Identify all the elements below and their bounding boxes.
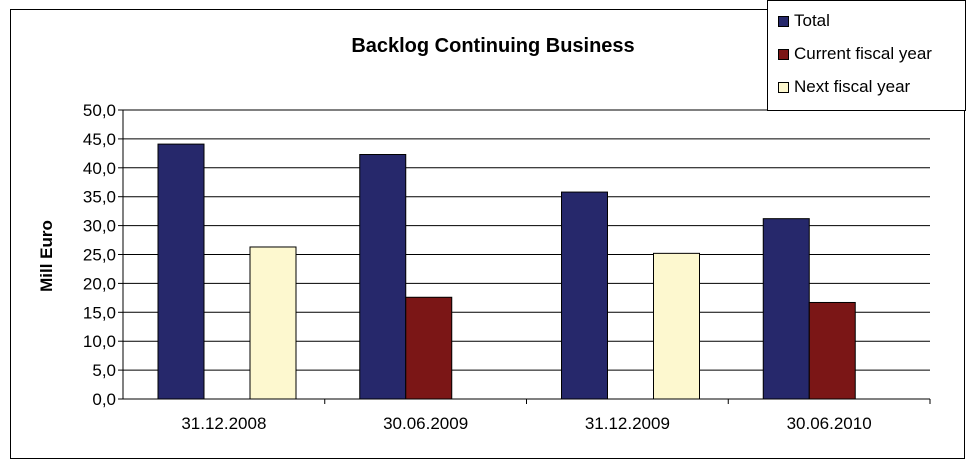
legend-label-next-fiscal-year: Next fiscal year (794, 77, 911, 96)
legend-swatch-total (778, 15, 789, 27)
legend-swatch-next-fiscal-year (778, 81, 789, 93)
y-tick-label: 45,0 (83, 130, 116, 149)
legend-item-next-fiscal-year: Next fiscal year (778, 76, 910, 98)
legend-label-current-fiscal-year: Current fiscal year (794, 44, 932, 63)
y-tick-label: 40,0 (83, 159, 116, 178)
x-tick-label: 30.06.2009 (383, 414, 468, 433)
x-tick-labels: 31.12.2008 30.06.2009 31.12.2009 30.06.2010 (181, 414, 871, 433)
bar-total-2 (561, 191, 608, 400)
x-tick-label: 30.06.2010 (787, 414, 872, 433)
bars (157, 143, 856, 400)
bar-total-0 (157, 143, 205, 400)
y-tick-label: 0,0 (92, 390, 116, 409)
y-tick-label: 15,0 (83, 303, 116, 322)
y-tick-label: 25,0 (83, 246, 116, 265)
y-tick-label: 5,0 (92, 361, 116, 380)
legend-item-total: Total (778, 10, 830, 32)
legend: Total Current fiscal year Next fiscal ye… (767, 0, 966, 111)
bar-current-fiscal-year-1 (405, 296, 453, 400)
y-tick-label: 50,0 (83, 101, 116, 120)
bar-next-fiscal-year-2 (653, 252, 700, 400)
legend-label-total: Total (794, 11, 830, 30)
bar-total-3 (762, 218, 810, 400)
bar-next-fiscal-year-0 (249, 246, 297, 400)
y-tick-label: 35,0 (83, 188, 116, 207)
y-tick-labels: 0,0 5,0 10,0 15,0 20,0 25,0 30,0 35,0 40,0 45,0 50… (83, 101, 116, 409)
y-tick-label: 10,0 (83, 332, 116, 351)
y-tick-label: 20,0 (83, 274, 116, 293)
legend-item-current-fiscal-year: Current fiscal year (778, 43, 932, 65)
bar-total-1 (359, 154, 407, 400)
bar-current-fiscal-year-3 (808, 301, 856, 400)
x-tick-label: 31.12.2008 (181, 414, 266, 433)
y-axis-label: Mill Euro (37, 220, 56, 292)
chart-title: Backlog Continuing Business (351, 35, 634, 57)
y-tick-label: 30,0 (83, 217, 116, 236)
x-tick-label: 31.12.2009 (585, 414, 670, 433)
legend-swatch-current-fiscal-year (778, 48, 789, 60)
